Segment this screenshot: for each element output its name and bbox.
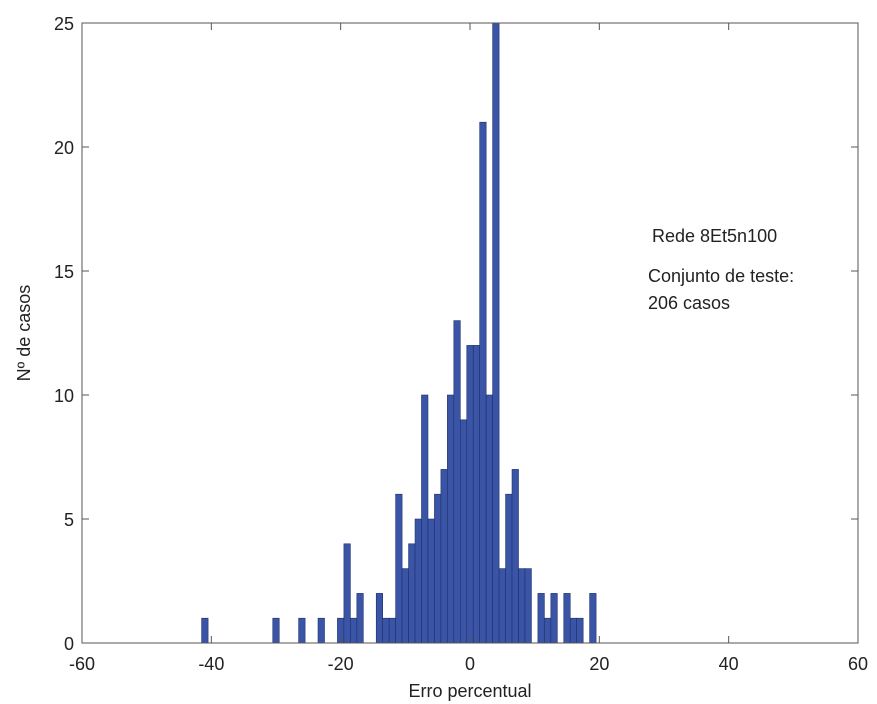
histogram-bar [317, 617, 325, 644]
histogram-bar [356, 593, 364, 644]
histogram-bar [479, 121, 487, 644]
histogram-bar [537, 593, 545, 644]
ticks-group: -60 -40 -20 0 20 40 60 0 5 10 15 20 25 [54, 14, 868, 674]
histogram-bar [350, 617, 358, 644]
y-tick-label: 0 [64, 634, 74, 654]
histogram-bar [447, 394, 455, 644]
x-tick-label: 60 [848, 654, 868, 674]
histogram-bar [518, 568, 526, 644]
histogram-bar [492, 22, 500, 644]
x-tick-label: 20 [589, 654, 609, 674]
bars-group [201, 22, 597, 644]
histogram-bar [498, 568, 506, 644]
histogram-bar [434, 493, 442, 644]
histogram-bar [382, 617, 390, 644]
x-tick-label: 0 [465, 654, 475, 674]
histogram-bar [453, 320, 461, 644]
histogram-bar [511, 469, 519, 644]
histogram-bar [459, 419, 468, 644]
x-tick-label: 40 [719, 654, 739, 674]
histogram-bar [576, 617, 584, 644]
histogram-bar [550, 593, 558, 644]
x-tick-label: -20 [328, 654, 354, 674]
histogram-bar [544, 617, 552, 644]
histogram-bar [388, 617, 396, 644]
histogram-bar [201, 617, 209, 644]
annotation-test-set-label: Conjunto de teste: [648, 266, 794, 286]
histogram-bar [466, 345, 474, 644]
x-tick-label: -60 [69, 654, 95, 674]
histogram-bar [395, 493, 403, 644]
annotation-test-set-count: 206 casos [648, 293, 730, 313]
y-tick-label: 25 [54, 14, 74, 34]
y-tick-label: 20 [54, 138, 74, 158]
histogram-bar [427, 518, 435, 644]
histogram-bar [343, 543, 351, 644]
histogram-bar [440, 469, 448, 644]
histogram-bar [505, 493, 513, 644]
annotation-network-name: Rede 8Et5n100 [652, 226, 777, 246]
histogram-bar [401, 568, 409, 644]
histogram-bar [375, 593, 384, 644]
histogram-bar [472, 345, 481, 644]
histogram-bar [272, 617, 280, 644]
histogram-bar [414, 518, 422, 644]
histogram-bar [524, 568, 532, 644]
y-axis-label: Nº de casos [14, 285, 34, 382]
histogram-bar [569, 617, 578, 644]
histogram-bar [298, 617, 306, 644]
x-tick-label: -40 [198, 654, 224, 674]
y-tick-label: 10 [54, 386, 74, 406]
histogram-bar [589, 593, 597, 644]
x-axis-label: Erro percentual [408, 681, 531, 701]
histogram-bar [421, 394, 429, 644]
histogram-bar [485, 394, 493, 644]
histogram-bar [408, 543, 416, 644]
y-tick-label: 15 [54, 262, 74, 282]
y-tick-label: 5 [64, 510, 74, 530]
histogram-bar [563, 593, 571, 644]
